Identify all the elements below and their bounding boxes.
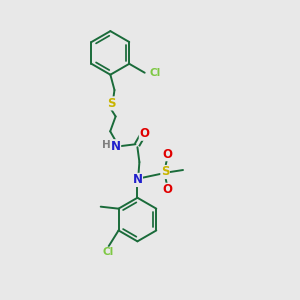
Text: O: O <box>162 148 172 161</box>
Text: Cl: Cl <box>102 247 113 257</box>
Text: H: H <box>102 140 111 150</box>
Text: N: N <box>132 173 142 186</box>
Text: O: O <box>162 183 172 196</box>
Text: S: S <box>161 166 170 178</box>
Text: N: N <box>111 140 121 153</box>
Text: Cl: Cl <box>150 68 161 78</box>
Text: O: O <box>140 127 149 140</box>
Text: S: S <box>106 97 115 110</box>
